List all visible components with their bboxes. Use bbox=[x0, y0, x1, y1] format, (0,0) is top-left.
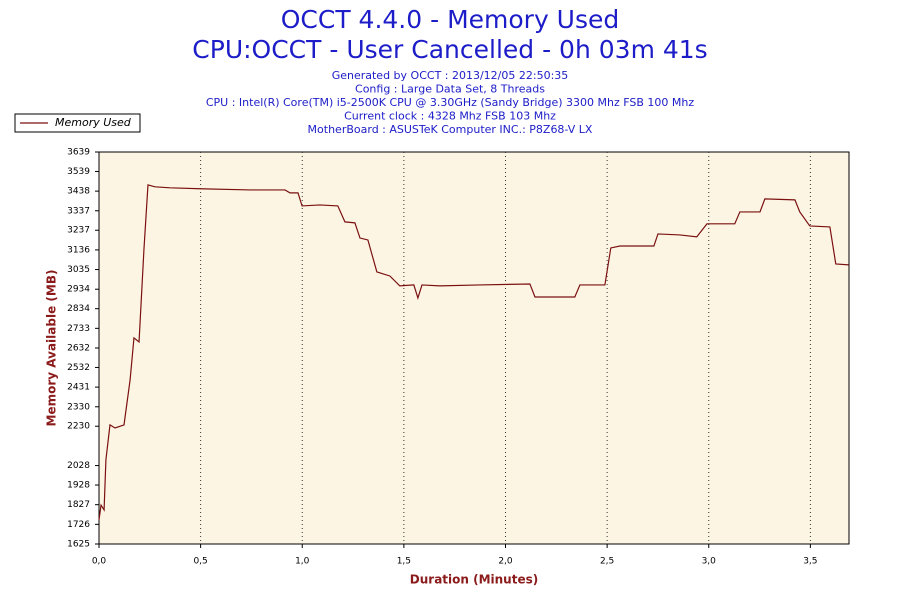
x-tick-label: 1,5 bbox=[397, 557, 411, 567]
y-tick-label: 2834 bbox=[67, 304, 90, 314]
legend-label: Memory Used bbox=[55, 116, 132, 129]
y-tick-label: 2934 bbox=[67, 285, 90, 295]
y-axis-title: Memory Available (MB) bbox=[45, 270, 59, 427]
x-tick-label: 1,0 bbox=[295, 557, 310, 567]
y-tick-label: 2028 bbox=[67, 461, 90, 471]
chart-title: OCCT 4.4.0 - Memory Used bbox=[281, 5, 620, 34]
x-tick-label: 3,5 bbox=[803, 557, 817, 567]
chart-subtitle: CPU:OCCT - User Cancelled - 0h 03m 41s bbox=[192, 35, 707, 64]
y-tick-label: 3539 bbox=[67, 167, 90, 177]
y-tick-label: 3438 bbox=[67, 187, 90, 197]
x-tick-label: 0,5 bbox=[193, 557, 207, 567]
y-tick-label: 3035 bbox=[67, 265, 90, 275]
x-tick-label: 2,0 bbox=[498, 557, 513, 567]
y-tick-label: 1928 bbox=[67, 481, 90, 491]
info-line: Generated by OCCT : 2013/12/05 22:50:35 bbox=[332, 69, 569, 82]
y-tick-label: 2230 bbox=[67, 422, 90, 432]
y-tick-label: 2330 bbox=[67, 402, 90, 412]
info-line: MotherBoard : ASUSTeK Computer INC.: P8Z… bbox=[308, 123, 593, 136]
x-tick-label: 0,0 bbox=[92, 557, 107, 567]
y-tick-label: 1726 bbox=[67, 520, 90, 530]
info-line: Current clock : 4328 Mhz FSB 103 Mhz bbox=[344, 110, 556, 123]
y-tick-label: 3337 bbox=[67, 206, 90, 216]
legend-box bbox=[14, 113, 141, 133]
plot-area bbox=[98, 151, 850, 545]
info-line: Config : Large Data Set, 8 Threads bbox=[355, 83, 545, 96]
data-line bbox=[98, 184, 849, 521]
info-line: CPU : Intel(R) Core(TM) i5-2500K CPU @ 3… bbox=[206, 96, 694, 109]
y-tick-label: 3136 bbox=[67, 245, 90, 255]
x-tick-label: 3,0 bbox=[702, 557, 717, 567]
x-tick-label: 2,5 bbox=[600, 557, 614, 567]
y-tick-label: 3237 bbox=[67, 226, 90, 236]
y-tick-label: 3639 bbox=[67, 148, 90, 158]
y-tick-label: 2532 bbox=[67, 363, 90, 373]
x-axis-title: Duration (Minutes) bbox=[410, 573, 538, 587]
y-tick-label: 2733 bbox=[67, 324, 90, 334]
y-tick-label: 2431 bbox=[67, 383, 90, 393]
y-tick-label: 1625 bbox=[67, 540, 90, 550]
y-tick-label: 1827 bbox=[67, 500, 90, 510]
y-tick-label: 2632 bbox=[67, 344, 90, 354]
